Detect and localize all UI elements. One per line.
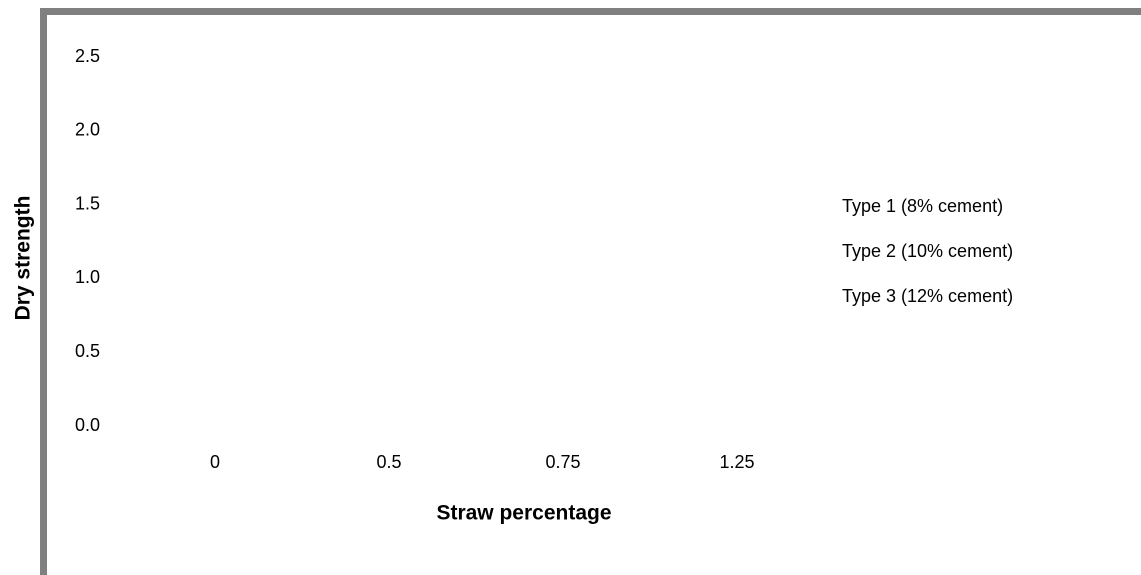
x-tick-label: 0 [210,452,220,472]
legend-label: Type 1 (8% cement) [842,196,1003,216]
y-axis-title: Dry strength [12,196,35,321]
y-tick-label: 0.5 [75,341,100,361]
y-tick-label: 2.0 [75,120,100,140]
legend-label: Type 2 (10% cement) [842,241,1013,261]
y-tick-label: 2.5 [75,46,100,66]
legend-label: Type 3 (12% cement) [842,286,1013,306]
x-tick-label: 1.25 [719,452,754,472]
y-tick-label: 1.0 [75,267,100,287]
x-tick-label: 0.75 [545,452,580,472]
y-tick-label: 1.5 [75,193,100,213]
y-tick-label: 0.0 [75,415,100,435]
x-tick-label: 0.5 [376,452,401,472]
x-axis-title: Straw percentage [436,502,611,525]
